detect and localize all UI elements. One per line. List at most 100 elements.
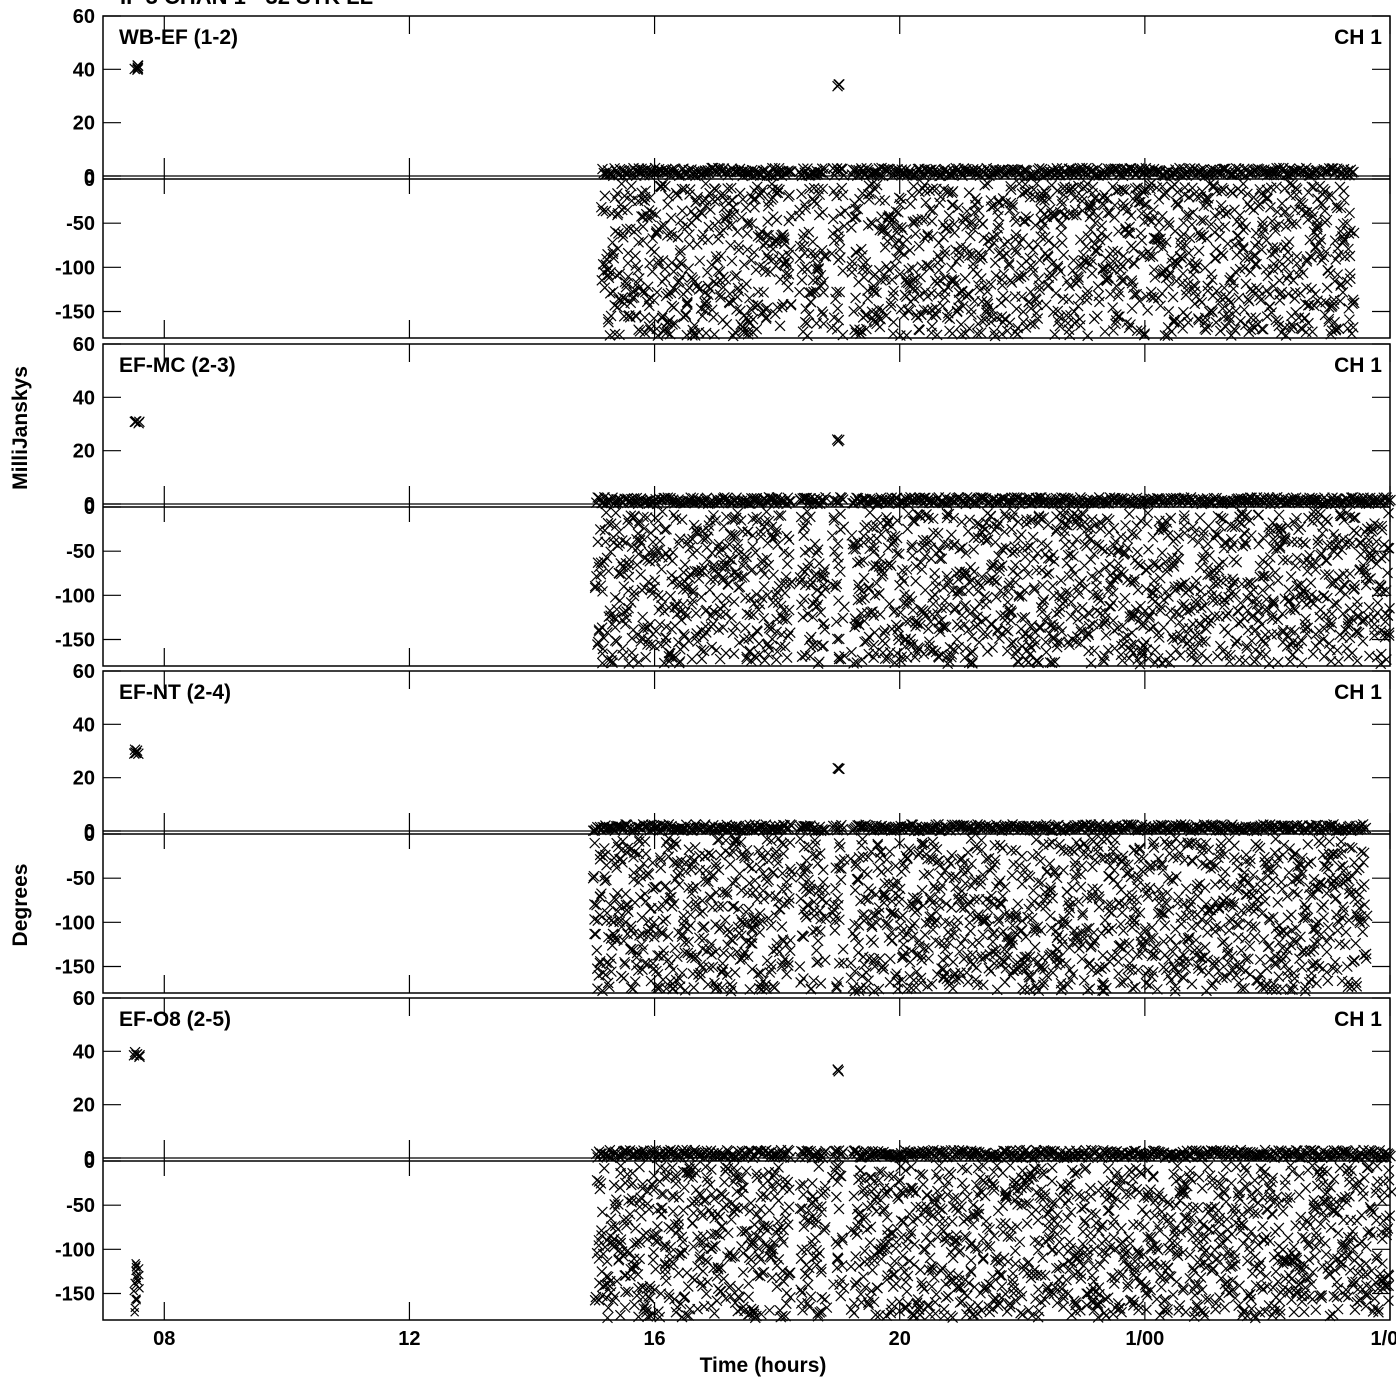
- phase-point: [612, 636, 622, 646]
- phase-point: [1296, 323, 1306, 333]
- phase-point: [1333, 550, 1343, 560]
- phase-point: [851, 212, 861, 222]
- phase-point: [1049, 241, 1059, 251]
- phase-point: [857, 655, 867, 665]
- phase-point: [651, 882, 661, 892]
- phase-point: [1183, 317, 1193, 327]
- phase-tick-label: -150: [55, 630, 95, 652]
- phase-point: [608, 287, 618, 297]
- phase-point: [634, 549, 644, 559]
- phase-point: [806, 580, 816, 590]
- phase-point: [1291, 307, 1301, 317]
- phase-point: [1283, 254, 1293, 264]
- phase-point: [1098, 655, 1108, 665]
- phase-point: [657, 564, 667, 574]
- phase-point: [1117, 656, 1127, 666]
- phase-point: [1164, 281, 1174, 291]
- phase-point: [1265, 290, 1275, 300]
- phase-point: [1178, 269, 1188, 279]
- phase-point: [1173, 545, 1183, 555]
- phase-point: [711, 645, 721, 655]
- phase-point: [1087, 268, 1097, 278]
- phase-point: [652, 287, 662, 297]
- phase-point: [970, 200, 980, 210]
- phase-point: [828, 214, 838, 224]
- phase-point: [600, 191, 610, 201]
- phase-point: [1184, 248, 1194, 258]
- phase-point: [641, 186, 651, 196]
- phase-point: [1286, 625, 1296, 635]
- phase-point: [590, 914, 600, 924]
- phase-point: [835, 567, 845, 577]
- phase-point: [606, 547, 616, 557]
- phase-point: [728, 202, 738, 212]
- phase-point: [1004, 260, 1014, 270]
- phase-point: [1315, 238, 1325, 248]
- phase-point: [934, 198, 944, 208]
- phase-point: [1228, 277, 1238, 287]
- phase-point: [1020, 552, 1030, 562]
- phase-point: [732, 227, 742, 237]
- phase-point: [1072, 271, 1082, 281]
- phase-point: [889, 317, 899, 327]
- phase-point: [1060, 520, 1070, 530]
- phase-point: [946, 263, 956, 273]
- phase-point: [610, 226, 620, 236]
- phase-point: [974, 206, 984, 216]
- phase-point: [1013, 570, 1023, 580]
- phase-point: [798, 612, 808, 622]
- phase-point: [1301, 614, 1311, 624]
- phase-point: [1099, 657, 1109, 667]
- phase-point: [998, 251, 1008, 261]
- phase-point: [1108, 598, 1118, 608]
- phase-point: [1108, 325, 1118, 335]
- phase-point: [682, 298, 692, 308]
- phase-point: [595, 956, 605, 966]
- phase-point: [661, 881, 671, 891]
- phase-tick-label: -100: [55, 912, 95, 934]
- phase-point: [1332, 645, 1342, 655]
- phase-point: [1257, 620, 1267, 630]
- phase-point: [954, 586, 964, 596]
- phase-point: [718, 622, 728, 632]
- phase-point: [1013, 517, 1023, 527]
- phase-point: [667, 258, 677, 268]
- phase-point: [850, 325, 860, 335]
- phase-point: [652, 324, 662, 334]
- phase-point: [1026, 287, 1036, 297]
- phase-point: [1264, 659, 1274, 669]
- phase-point: [851, 293, 861, 303]
- phase-point: [1345, 569, 1355, 579]
- mid-amp-point: [832, 435, 842, 445]
- series-points: [129, 745, 1372, 996]
- phase-point: [1230, 639, 1240, 649]
- phase-point: [1121, 520, 1131, 530]
- phase-point: [1078, 510, 1088, 520]
- phase-point: [1018, 631, 1028, 641]
- phase-point: [735, 582, 745, 592]
- phase-point: [732, 304, 742, 314]
- phase-point: [1032, 655, 1042, 665]
- phase-point: [902, 235, 912, 245]
- phase-point: [695, 256, 705, 266]
- phase-point: [1345, 251, 1355, 261]
- phase-point: [727, 195, 737, 205]
- phase-point: [966, 309, 976, 319]
- phase-point: [761, 267, 771, 277]
- phase-point: [966, 304, 976, 314]
- phase-point: [968, 259, 978, 269]
- phase-point: [1364, 602, 1374, 612]
- phase-point: [681, 309, 691, 319]
- phase-point: [1011, 649, 1021, 659]
- phase-point: [806, 297, 816, 307]
- phase-point: [951, 279, 961, 289]
- phase-point: [1042, 612, 1052, 622]
- phase-point: [734, 240, 744, 250]
- phase-point: [659, 946, 669, 956]
- phase-point: [834, 315, 844, 325]
- phase-point: [990, 258, 1000, 268]
- phase-point: [956, 320, 966, 330]
- phase-point: [1283, 289, 1293, 299]
- phase-point: [933, 651, 943, 661]
- phase-point: [590, 838, 600, 848]
